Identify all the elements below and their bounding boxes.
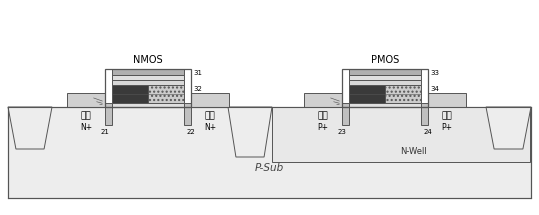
Text: 32: 32 bbox=[193, 86, 202, 92]
Bar bbox=[184, 103, 191, 125]
Bar bbox=[342, 103, 349, 125]
Text: 4: 4 bbox=[375, 87, 379, 96]
Text: 33: 33 bbox=[430, 70, 439, 76]
Bar bbox=[428, 93, 466, 107]
Bar bbox=[148, 85, 184, 103]
Text: 4: 4 bbox=[137, 87, 142, 96]
Text: NMOS: NMOS bbox=[133, 55, 163, 65]
Bar bbox=[191, 93, 229, 107]
Bar bbox=[112, 103, 184, 107]
Polygon shape bbox=[486, 107, 531, 149]
Text: 23: 23 bbox=[337, 129, 347, 135]
Text: P+: P+ bbox=[317, 123, 328, 132]
Text: N-Well: N-Well bbox=[400, 147, 427, 156]
Text: N+: N+ bbox=[80, 123, 92, 132]
Text: 24: 24 bbox=[424, 129, 432, 135]
Bar bbox=[349, 69, 421, 75]
Text: P+: P+ bbox=[441, 123, 453, 132]
Text: 3: 3 bbox=[86, 94, 90, 100]
Text: 源极: 源极 bbox=[81, 111, 92, 120]
Bar bbox=[105, 103, 112, 125]
Bar bbox=[385, 85, 421, 103]
Bar bbox=[112, 75, 184, 80]
Text: P-Sub: P-Sub bbox=[254, 163, 284, 173]
Text: 漏极: 漏极 bbox=[205, 111, 216, 120]
Polygon shape bbox=[8, 107, 52, 149]
Text: PMOS: PMOS bbox=[371, 55, 399, 65]
Bar bbox=[349, 85, 385, 103]
Bar bbox=[349, 80, 421, 85]
Text: 1: 1 bbox=[92, 101, 96, 107]
Bar bbox=[349, 75, 421, 80]
Bar bbox=[342, 69, 428, 107]
Bar bbox=[67, 93, 105, 107]
Text: 漏极: 漏极 bbox=[441, 111, 452, 120]
Bar bbox=[112, 69, 184, 75]
Bar bbox=[112, 85, 148, 103]
Text: 21: 21 bbox=[101, 129, 109, 135]
Bar bbox=[112, 80, 184, 85]
Text: 31: 31 bbox=[193, 70, 202, 76]
Text: 1: 1 bbox=[328, 101, 333, 107]
Bar bbox=[349, 103, 421, 107]
Text: 22: 22 bbox=[186, 129, 195, 135]
Bar bbox=[421, 103, 428, 125]
Bar bbox=[105, 69, 191, 107]
Text: 2: 2 bbox=[88, 98, 93, 104]
Polygon shape bbox=[228, 107, 272, 157]
Bar bbox=[272, 107, 530, 162]
Bar bbox=[8, 107, 531, 198]
Text: 3: 3 bbox=[322, 94, 327, 100]
Bar bbox=[304, 93, 342, 107]
Text: N+: N+ bbox=[204, 123, 216, 132]
Text: 2: 2 bbox=[326, 98, 330, 104]
Text: 源极: 源极 bbox=[317, 111, 328, 120]
Text: 34: 34 bbox=[430, 86, 439, 92]
